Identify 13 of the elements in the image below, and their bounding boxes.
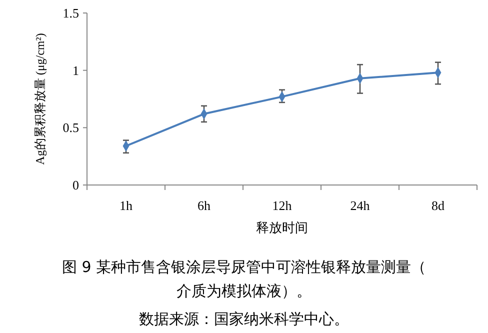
x-tick-label: 8d (432, 198, 445, 213)
y-tick-label: 0 (72, 178, 79, 193)
y-tick-label: 1 (72, 62, 79, 78)
x-tick-label: 6h (198, 198, 211, 213)
y-tick-label: 0.5 (62, 120, 79, 136)
source-note: 数据来源：国家纳米科学中心。 (139, 310, 349, 328)
x-tick-label: 1h (120, 198, 133, 213)
y-axis-title: Ag的累积释放量 (μg/cm²) (33, 33, 47, 165)
text: 图 9 某种市售含银涂层导尿管中可溶性银释放量测量（介质为模拟体液）。 (62, 258, 426, 300)
x-tick-label: 24h (350, 198, 370, 213)
y-tick-label: 1.5 (62, 6, 79, 21)
x-tick-label: 12h (272, 198, 292, 213)
x-axis-title: 释放时间 (256, 220, 308, 235)
